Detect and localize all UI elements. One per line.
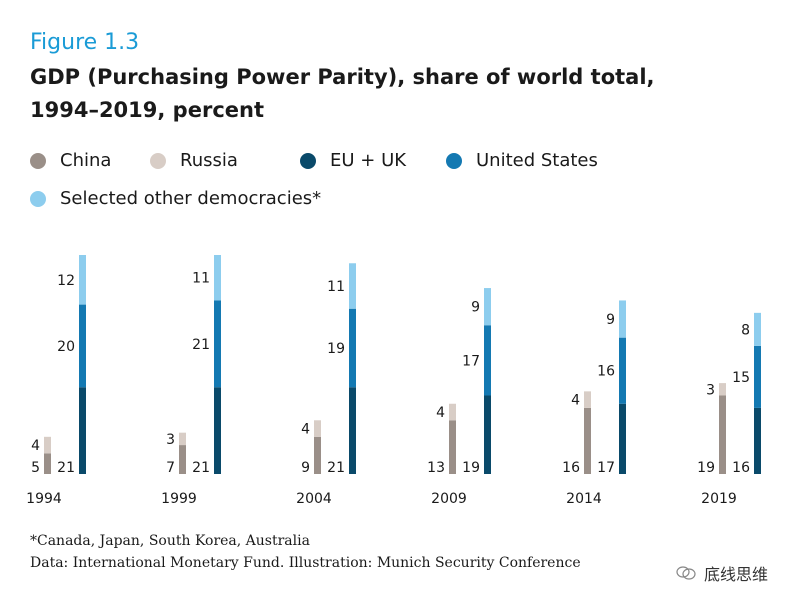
label-russia-2019: 3 xyxy=(706,382,715,398)
bar-russia-2009 xyxy=(449,403,456,421)
bar-other-democracies-2004 xyxy=(349,263,356,309)
bar-united-states-2014 xyxy=(619,337,626,404)
label-eu-uk-2019: 16 xyxy=(732,460,750,476)
legend-item-united-states: United States xyxy=(446,150,598,171)
bar-eu-uk-2014 xyxy=(619,403,626,474)
bar-other-democracies-1994 xyxy=(79,255,86,305)
label-united-states-2014: 16 xyxy=(597,364,615,380)
bar-united-states-2009 xyxy=(484,325,491,396)
bar-eu-uk-2019 xyxy=(754,407,761,474)
label-united-states-2004: 19 xyxy=(327,341,345,357)
footnote: *Canada, Japan, South Korea, Australia xyxy=(30,533,310,549)
legend-swatch-eu-uk xyxy=(300,152,316,169)
year-label-1999: 1999 xyxy=(161,491,197,507)
bar-eu-uk-2009 xyxy=(484,395,491,474)
label-eu-uk-1994: 21 xyxy=(57,460,75,476)
bar-russia-2014 xyxy=(584,391,591,408)
chart-title: GDP (Purchasing Power Parity), share of … xyxy=(30,61,730,127)
year-label-2019: 2019 xyxy=(701,491,737,507)
label-united-states-1999: 21 xyxy=(192,337,210,353)
bar-united-states-1994 xyxy=(79,304,86,388)
legend-label-russia: Russia xyxy=(180,150,238,171)
bar-other-democracies-1999 xyxy=(214,255,221,301)
label-other-democracies-1994: 12 xyxy=(57,273,75,289)
label-eu-uk-2014: 17 xyxy=(597,460,615,476)
label-other-democracies-2019: 8 xyxy=(741,322,750,338)
legend-label-china: China xyxy=(60,150,112,171)
label-russia-2004: 4 xyxy=(301,422,310,438)
bar-united-states-2019 xyxy=(754,345,761,408)
label-russia-2014: 4 xyxy=(571,393,580,409)
label-russia-2009: 4 xyxy=(436,405,445,421)
figure-label: Figure 1.3 xyxy=(30,30,140,55)
legend-swatch-russia xyxy=(150,152,166,169)
label-eu-uk-2009: 19 xyxy=(462,460,480,476)
bar-china-2004 xyxy=(314,436,321,474)
label-united-states-1994: 20 xyxy=(57,339,75,355)
label-united-states-2009: 17 xyxy=(462,353,480,369)
label-china-1994: 5 xyxy=(31,460,40,476)
label-other-democracies-2009: 9 xyxy=(471,300,480,316)
year-label-2009: 2009 xyxy=(431,491,467,507)
legend-label-eu-uk: EU + UK xyxy=(330,150,407,171)
legend-swatch-other-democracies xyxy=(30,190,46,207)
year-label-1994: 1994 xyxy=(26,491,62,507)
bar-eu-uk-1994 xyxy=(79,387,86,474)
label-other-democracies-1999: 11 xyxy=(192,271,210,287)
chart-title-line2: 1994–2019, percent xyxy=(30,98,264,122)
footnote-block: *Canada, Japan, South Korea, Australia D… xyxy=(30,530,581,574)
bar-china-1994 xyxy=(44,453,51,474)
bar-united-states-1999 xyxy=(214,300,221,388)
bar-other-democracies-2019 xyxy=(754,312,761,346)
legend-label-other-democracies: Selected other democracies* xyxy=(60,188,322,209)
label-eu-uk-1999: 21 xyxy=(192,460,210,476)
label-other-democracies-2014: 9 xyxy=(606,312,615,328)
bar-united-states-2004 xyxy=(349,308,356,388)
bar-russia-2004 xyxy=(314,420,321,437)
wechat-icon xyxy=(676,566,696,580)
legend-item-other-democracies: Selected other democracies* xyxy=(30,188,321,209)
bar-china-1999 xyxy=(179,445,186,474)
bar-russia-1999 xyxy=(179,432,186,446)
label-russia-1999: 3 xyxy=(166,432,175,448)
legend-item-china: China xyxy=(30,150,111,171)
label-united-states-2019: 15 xyxy=(732,370,750,386)
legend-swatch-china xyxy=(30,152,46,169)
label-china-1999: 7 xyxy=(166,460,175,476)
watermark-text: 底线思维 xyxy=(704,565,769,584)
label-china-2019: 19 xyxy=(697,460,715,476)
chart-title-line1: GDP (Purchasing Power Parity), share of … xyxy=(30,65,655,89)
legend-label-united-states: United States xyxy=(476,150,598,171)
bar-china-2019 xyxy=(719,395,726,474)
bar-other-democracies-2014 xyxy=(619,300,626,338)
legend-swatch-united-states xyxy=(446,152,462,169)
label-china-2004: 9 xyxy=(301,460,310,476)
bar-russia-2019 xyxy=(719,383,726,396)
bar-other-democracies-2009 xyxy=(484,288,491,326)
year-label-2014: 2014 xyxy=(566,491,602,507)
bar-china-2014 xyxy=(584,407,591,474)
bar-china-2009 xyxy=(449,420,456,474)
legend-item-russia: Russia xyxy=(150,150,238,171)
bar-eu-uk-2004 xyxy=(349,387,356,474)
bar-russia-1994 xyxy=(44,436,51,454)
label-other-democracies-2004: 11 xyxy=(327,279,345,295)
source-note: Data: International Monetary Fund. Illus… xyxy=(30,555,581,571)
label-china-2009: 13 xyxy=(427,460,445,476)
bar-eu-uk-1999 xyxy=(214,387,221,474)
watermark: 底线思维 xyxy=(676,561,768,585)
label-russia-1994: 4 xyxy=(31,438,40,454)
year-label-2004: 2004 xyxy=(296,491,332,507)
label-china-2014: 16 xyxy=(562,460,580,476)
legend-item-eu-uk: EU + UK xyxy=(300,150,406,171)
label-eu-uk-2004: 21 xyxy=(327,460,345,476)
